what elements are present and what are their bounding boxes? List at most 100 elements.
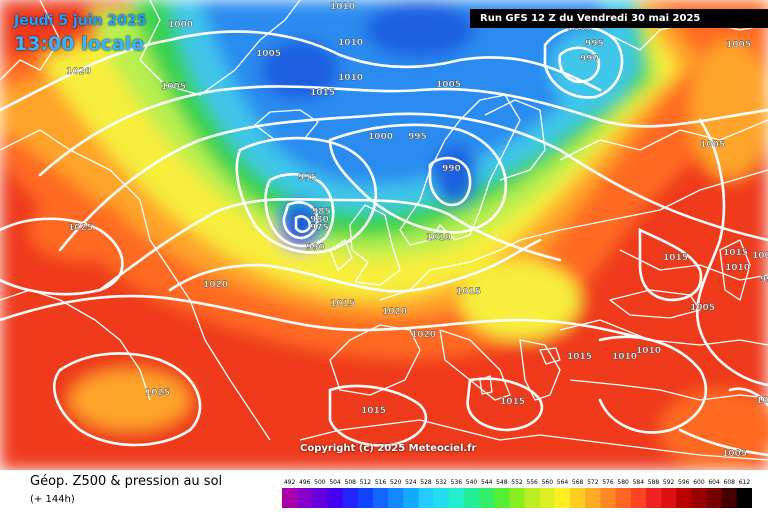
legend-swatch [736,488,752,508]
isobar-label: 1005 [752,251,768,261]
legend-swatch [388,488,404,508]
legend-swatch [403,488,419,508]
legend-label: 608 [724,479,736,486]
copyright-notice: Copyright (c) 2025 Meteociel.fr [300,443,477,454]
isobars [0,26,768,457]
isobar-label: 1020 [382,307,407,317]
legend-label: 588 [648,479,660,486]
isobar-label: 1010 [330,2,355,12]
legend-label: 528 [420,479,432,486]
legend-swatch [418,488,434,508]
legend-label: 556 [526,479,538,486]
weather-map: 1000101010001005101010101020100510151005… [0,0,768,470]
isobar-label: 980 [310,215,329,225]
isobar-label: 1020 [411,330,436,340]
forecast-time: 13:00 locale [14,33,145,55]
legend-swatch [691,488,707,508]
legend-label: 560 [542,479,554,486]
isobar-label: 1015 [663,253,688,263]
isobar-label: 1010 [725,263,750,273]
isobar-label: 995 [760,275,768,285]
legend-label: 532 [435,479,447,486]
isobar-label: 995 [408,132,427,142]
isobar-label: 990 [442,164,461,174]
legend-label: 576 [602,479,614,486]
legend-swatch [463,488,480,508]
isobar-label: 1020 [66,67,91,77]
legend-swatch [448,488,465,508]
legend-label: 500 [314,479,326,486]
legend-label: 520 [390,479,402,486]
legend-label: 540 [466,479,478,486]
legend-label: 580 [617,479,629,486]
legend-swatch [524,488,541,508]
chart-title: Géop. Z500 & pression au sol [30,474,223,489]
legend-swatch [676,488,692,508]
legend-swatch [554,488,571,508]
isobar-label: 1010 [338,73,363,83]
isobar-label: 1015 [361,406,386,416]
isobar-label: 1010 [426,233,451,243]
legend-label: 612 [739,479,751,486]
isobar-label: 1015 [310,88,335,98]
color-legend: 492 496 500 504 508 512 516 520 524 528 532 536 540 5… [282,479,752,508]
legend-swatch [282,488,298,508]
isobar-label: 1005 [722,449,747,459]
legend-swatch [433,488,450,508]
legend-swatch [494,488,510,508]
legend-swatch [661,488,677,508]
isobar-label: 1000 [756,396,768,406]
isobar-label: 995 [585,39,604,49]
legend-swatch [342,488,359,508]
isobar-label: 1015 [723,248,748,258]
legend-swatch [509,488,525,508]
legend-swatch [372,488,389,508]
legend-swatch [630,488,647,508]
legend-label: 508 [345,479,357,486]
forecast-date: Jeudi 5 juin 2025 [14,13,147,29]
legend-swatch [357,488,374,508]
isobar-label: 1005 [726,40,751,50]
legend-label: 592 [663,479,675,486]
coastlines [0,0,768,460]
legend-label: 552 [511,479,523,486]
isobar-label: 1000 [368,132,393,142]
run-banner: Run GFS 12 Z du Vendredi 30 mai 2025 [470,9,768,28]
legend-label: 512 [360,479,372,486]
legend-label: 568 [572,479,584,486]
isobar-label: 1010 [338,38,363,48]
legend-swatch [479,488,495,508]
legend-swatch [570,488,586,508]
legend-swatch [721,488,738,508]
legend-label: 604 [708,479,720,486]
isobar-label: 1005 [436,80,461,90]
isobar-label: 1000 [567,23,592,33]
legend-label: 564 [557,479,569,486]
isobar-label: 1015 [567,352,592,362]
legend-label: 572 [587,479,599,486]
isobar-label: 1015 [330,299,355,309]
isobar-label: 1005 [256,49,281,59]
legend-swatch [600,488,616,508]
legend-swatch [327,488,343,508]
isobar-label: 1005 [700,140,725,150]
isobar-label: 990 [306,243,325,253]
legend-swatch [312,488,328,508]
isobar-label: 1025 [145,388,170,398]
isobar-label: 1010 [636,346,661,356]
legend-label: 504 [329,479,341,486]
legend-label: 548 [496,479,508,486]
isobar-label: 990 [580,54,599,64]
isobar-label: 1000 [168,20,193,30]
legend-label: 536 [451,479,463,486]
isobar-label: 1020 [203,280,228,290]
legend-label: 516 [375,479,387,486]
isobar-label: 1005 [161,82,186,92]
legend-swatch [585,488,601,508]
isobar-label: 1025 [68,223,93,233]
isobar-label: 1005 [690,303,715,313]
isobar-label: 985 [312,207,331,217]
forecast-range: (+ 144h) [30,494,75,505]
isobar-label: 1010 [612,352,637,362]
